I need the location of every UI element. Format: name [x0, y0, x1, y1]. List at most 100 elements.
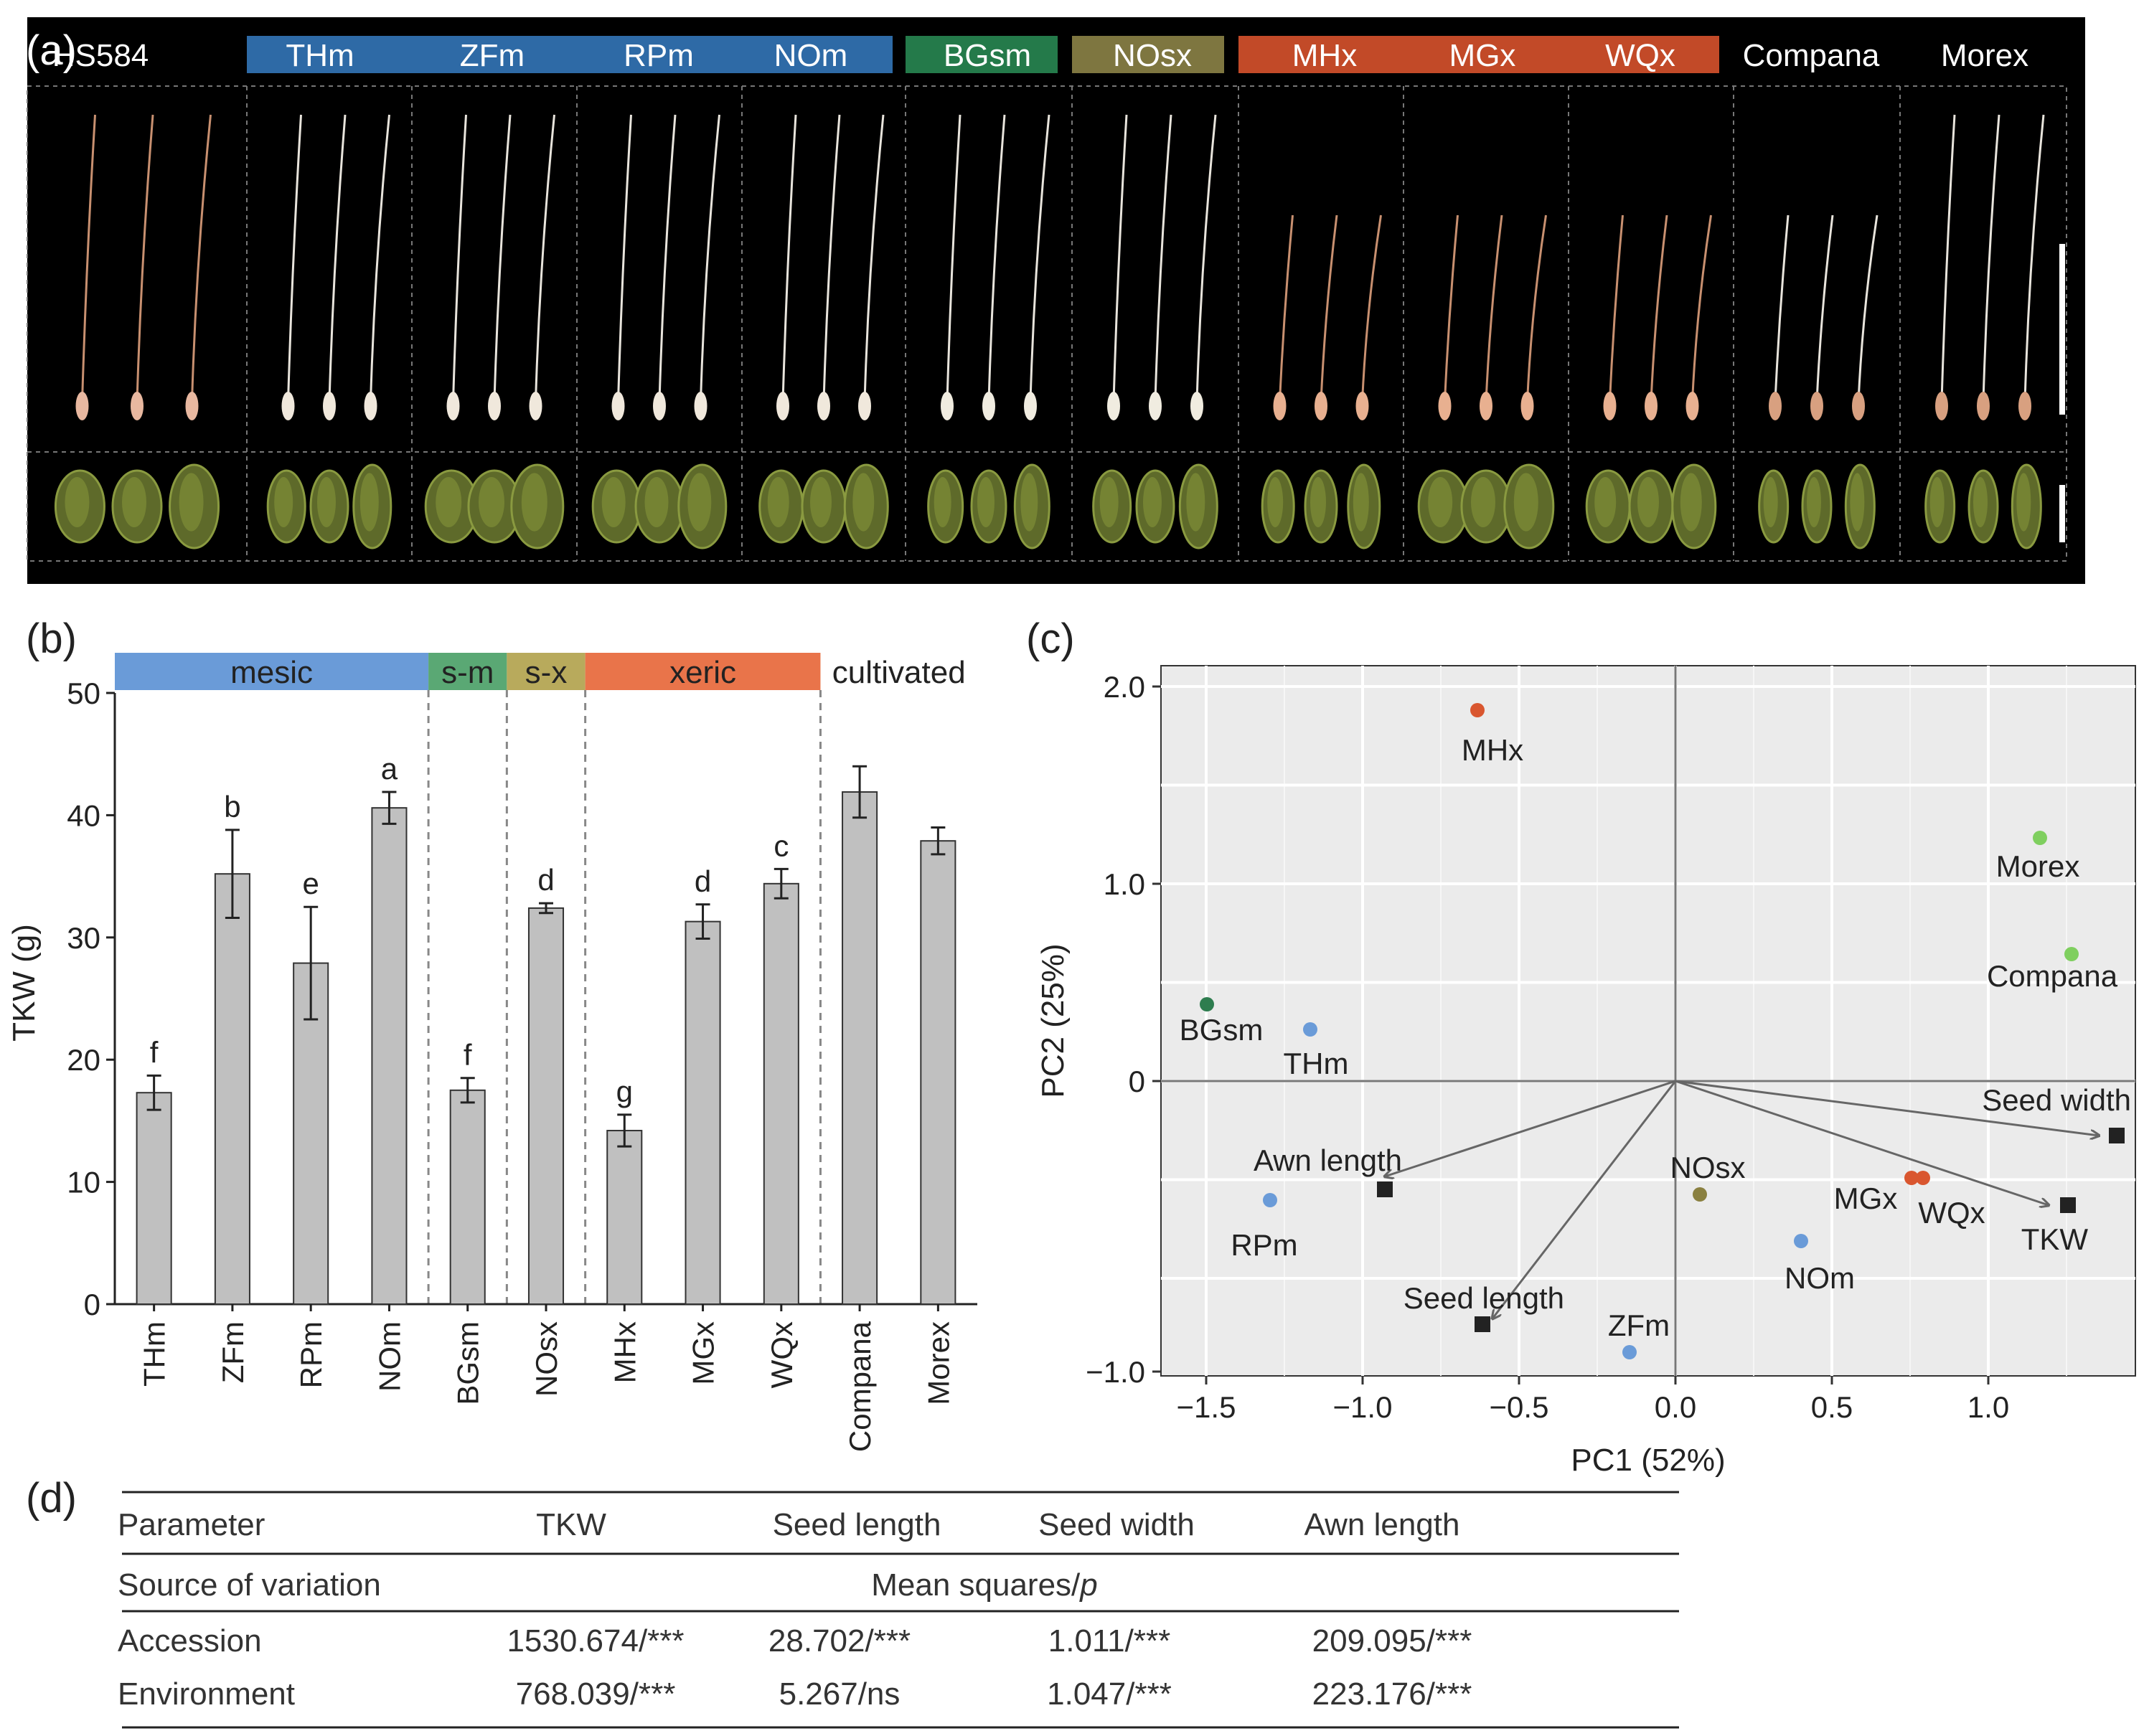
seedling-grain — [694, 392, 707, 420]
pca-dot — [1794, 1234, 1808, 1248]
seedling-photo-hs584 — [75, 114, 212, 420]
seedling-grain — [1520, 392, 1534, 420]
seedling-photo-bgsm — [941, 114, 1050, 420]
seed-highlight — [359, 473, 379, 532]
seed-highlight — [1471, 477, 1495, 527]
seedling-stem — [1940, 114, 1956, 402]
seedling-photo-nom — [776, 114, 885, 420]
loading-label: TKW — [2021, 1222, 2089, 1256]
seedling-grain — [75, 392, 89, 420]
seedling-stem — [191, 114, 212, 402]
seed-highlight — [852, 473, 875, 532]
significance-letter: g — [616, 1075, 633, 1108]
seedling-grain — [1024, 392, 1037, 420]
table-cell: 209.095/*** — [1312, 1623, 1472, 1659]
x-tick-label: 0.5 — [1811, 1390, 1853, 1424]
loading-arrow — [1385, 1080, 1676, 1176]
pca-dot — [2033, 831, 2047, 845]
seed-highlight — [977, 477, 995, 527]
y-axis-label: TKW (g) — [6, 924, 42, 1042]
accession-header-thm: THm — [286, 38, 354, 73]
pca-point-compana: Compana — [1987, 947, 2118, 993]
significance-letter: a — [381, 752, 398, 786]
seedling-stem — [370, 114, 390, 402]
seed-highlight — [1513, 473, 1538, 532]
bar-rect — [685, 920, 721, 1305]
pca-dot — [1904, 1171, 1919, 1185]
seedling-grain — [1273, 392, 1287, 420]
pca-label: NOm — [1785, 1261, 1855, 1295]
pca-point-mgx: MGx — [1834, 1171, 1919, 1215]
seedling-stem — [863, 114, 885, 402]
loading-arrow — [1492, 1080, 1677, 1318]
seedling-stem — [1112, 114, 1128, 402]
pca-point-mhx: MHx — [1462, 703, 1523, 767]
seed-photo-bgsm — [927, 463, 1050, 549]
seedling-stem — [328, 114, 347, 402]
loading-seed-length: Seed length — [1404, 1080, 1677, 1332]
seedling-grain — [653, 392, 666, 420]
pca-point-zfm: ZFm — [1608, 1308, 1670, 1359]
bar-rect — [449, 1089, 486, 1306]
pca-label: THm — [1284, 1047, 1349, 1080]
bar-rect — [606, 1130, 643, 1305]
seed-highlight — [644, 477, 669, 527]
pca-label: Compana — [1987, 959, 2118, 993]
seedling-stem — [287, 114, 302, 402]
seedling-grain — [1852, 392, 1865, 420]
seed-photo-zfm — [424, 463, 565, 549]
subheader-mean-squares: Mean squares/p — [871, 1567, 1098, 1603]
seedling-grain — [1355, 392, 1369, 420]
y-tick-label: 10 — [67, 1166, 100, 1199]
pca-label: ZFm — [1608, 1308, 1670, 1342]
pca-dot — [1470, 703, 1485, 717]
bar-rect — [371, 807, 408, 1305]
seedling-stem — [535, 114, 555, 402]
bar-rect — [527, 907, 565, 1306]
seed-highlight — [1807, 477, 1821, 527]
seed-highlight — [1850, 473, 1865, 532]
seed-highlight — [1186, 473, 1205, 532]
loading-awn-length: Awn length — [1254, 1080, 1676, 1197]
accession-header-compana: Compana — [1743, 38, 1880, 73]
loading-marker — [1377, 1181, 1393, 1197]
bar-zfm: b — [214, 790, 250, 1305]
seedling-stem — [81, 114, 96, 402]
seedling-stem — [617, 114, 632, 402]
pca-dot — [1622, 1345, 1637, 1359]
pca-label: MGx — [1834, 1181, 1898, 1215]
sm-header-band — [906, 36, 1058, 73]
x-tick-label-thm: THm — [138, 1321, 171, 1387]
panel-a-photo: HS584 THm ZFm RPm NOm BGsm NOsx MHx MGx WQx Compan… — [26, 17, 2085, 584]
group-band-s-x — [507, 653, 586, 690]
seedling-stem — [781, 114, 797, 402]
seed-photo-mgx — [1417, 463, 1555, 549]
accession-header-rpm: RPm — [624, 38, 694, 73]
seedling-grain — [1149, 392, 1162, 420]
y-tick-label: 2.0 — [1104, 670, 1145, 704]
pca-label: BGsm — [1180, 1013, 1264, 1047]
seedling-grain — [446, 392, 460, 420]
table-header-tkw: TKW — [536, 1507, 606, 1542]
seedling-stem — [946, 114, 961, 402]
x-tick-label-mhx: MHx — [608, 1321, 641, 1383]
pca-point-thm: THm — [1284, 1022, 1349, 1080]
accession-header-nosx: NOsx — [1113, 38, 1192, 73]
loading-marker — [2109, 1128, 2125, 1143]
table-cell: 1.047/*** — [1047, 1676, 1172, 1712]
accession-header-mhx: MHx — [1292, 38, 1357, 73]
x-tick-label-nom: NOm — [372, 1321, 406, 1392]
significance-letter: c — [774, 829, 789, 862]
x-tick-label: 1.0 — [1967, 1390, 2009, 1424]
seedling-stem — [1526, 214, 1547, 402]
seedling-grain — [488, 392, 501, 420]
seed-highlight — [1428, 477, 1453, 527]
seedling-grain — [1480, 392, 1492, 420]
table-cell: 223.176/*** — [1312, 1676, 1472, 1712]
significance-letter: f — [464, 1038, 472, 1072]
accession-header-wqx: WQx — [1605, 38, 1675, 73]
seed-photo-nom — [758, 463, 889, 549]
bar-wqx: c — [763, 829, 799, 1305]
seed-highlight — [274, 477, 293, 527]
seedling-stem — [1154, 114, 1172, 402]
